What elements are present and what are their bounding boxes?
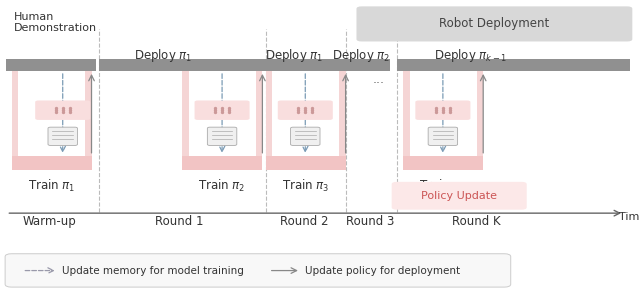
- Text: Train $\pi_2$: Train $\pi_2$: [198, 178, 246, 195]
- Polygon shape: [182, 70, 262, 156]
- Text: Train $\pi_k$: Train $\pi_k$: [419, 178, 467, 195]
- FancyBboxPatch shape: [291, 127, 320, 145]
- Text: Human
Demonstration: Human Demonstration: [14, 12, 97, 33]
- Bar: [6, 59, 96, 71]
- FancyBboxPatch shape: [356, 6, 632, 41]
- Bar: [99, 59, 266, 71]
- Text: Update memory for model training: Update memory for model training: [62, 266, 244, 275]
- Text: Deploy $\pi_{k-1}$: Deploy $\pi_{k-1}$: [434, 47, 507, 64]
- Polygon shape: [266, 70, 346, 156]
- FancyBboxPatch shape: [278, 101, 333, 120]
- Bar: [397, 59, 630, 71]
- Text: Policy Update: Policy Update: [421, 191, 497, 201]
- Polygon shape: [403, 70, 483, 156]
- FancyBboxPatch shape: [195, 101, 250, 120]
- Polygon shape: [12, 70, 92, 156]
- FancyBboxPatch shape: [392, 182, 527, 210]
- FancyBboxPatch shape: [415, 101, 470, 120]
- Text: Deploy $\pi_1$: Deploy $\pi_1$: [265, 47, 324, 64]
- Bar: [266, 59, 390, 71]
- Bar: [182, 156, 262, 170]
- Text: ...: ...: [373, 73, 385, 86]
- FancyBboxPatch shape: [35, 101, 90, 120]
- FancyBboxPatch shape: [5, 254, 511, 287]
- FancyBboxPatch shape: [428, 127, 458, 145]
- Bar: [403, 156, 483, 170]
- FancyBboxPatch shape: [207, 127, 237, 145]
- Bar: [266, 156, 346, 170]
- FancyBboxPatch shape: [48, 127, 77, 145]
- Text: Round K: Round K: [452, 215, 501, 228]
- Text: Round 2: Round 2: [280, 215, 328, 228]
- Text: Warm-up: Warm-up: [22, 215, 76, 228]
- Text: Robot Deployment: Robot Deployment: [439, 17, 550, 30]
- Text: Train $\pi_3$: Train $\pi_3$: [282, 178, 329, 195]
- Text: Time: Time: [619, 213, 640, 222]
- Text: Round 1: Round 1: [155, 215, 204, 228]
- Text: Deploy $\pi_1$: Deploy $\pi_1$: [134, 47, 193, 64]
- Bar: [12, 156, 92, 170]
- Text: Train $\pi_1$: Train $\pi_1$: [28, 178, 75, 195]
- Text: Round 3: Round 3: [346, 215, 394, 228]
- Text: Deploy $\pi_2$: Deploy $\pi_2$: [332, 47, 391, 64]
- Text: Update policy for deployment: Update policy for deployment: [305, 266, 460, 275]
